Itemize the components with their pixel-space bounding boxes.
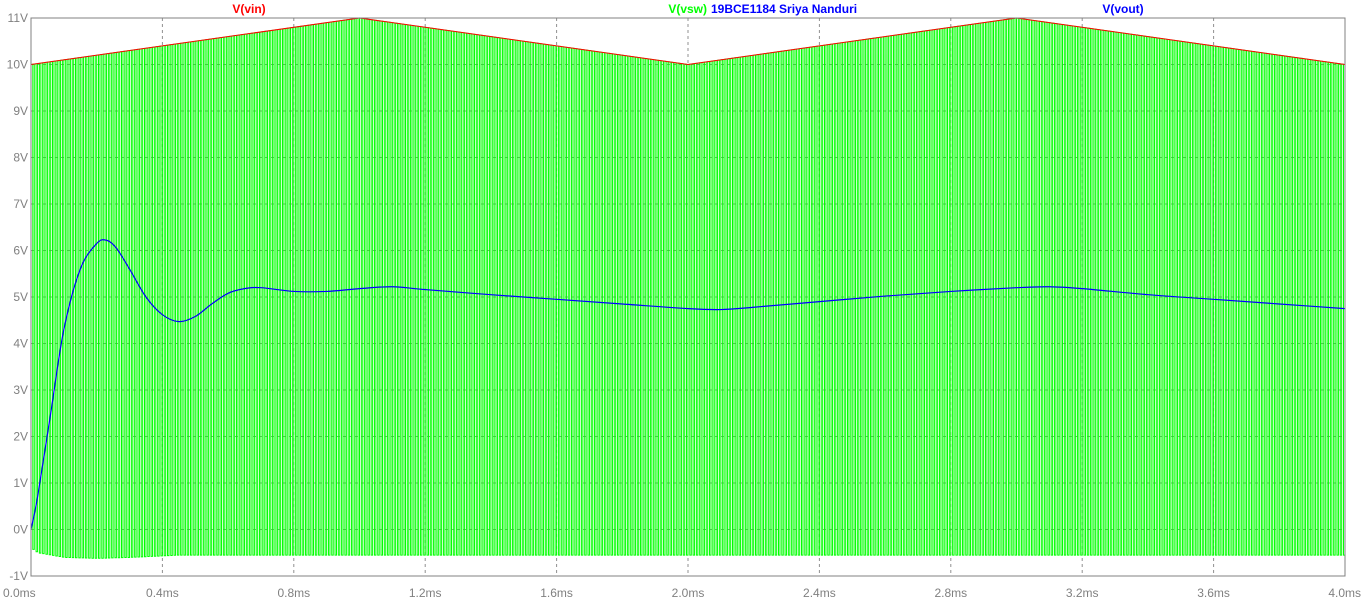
x-tick-label: 1.2ms [409, 586, 442, 600]
legend-vout[interactable]: V(vout) [1102, 2, 1143, 16]
y-tick-label: 11V [8, 11, 28, 25]
y-tick-label: 10V [7, 58, 28, 72]
y-tick-label: 8V [13, 151, 28, 165]
series-vsw-trace [30, 17, 1346, 559]
y-tick-label: -1V [9, 569, 28, 583]
series-vin-trace [30, 17, 1346, 66]
x-tick-label: 4.0ms [1328, 586, 1361, 600]
y-tick-label: 2V [13, 430, 28, 444]
y-tick-labels: -1V 0V 1V 2V 3V 4V 5V 6V 7V 8V 9V 10V 11V [7, 11, 28, 583]
y-tick-label: 7V [13, 197, 28, 211]
y-tick-label: 9V [13, 104, 28, 118]
chart-title: 19BCE1184 Sriya Nanduri [711, 2, 857, 16]
series-vsw [30, 17, 1346, 559]
series-vout [30, 239, 1346, 530]
series-vout-trace [30, 239, 1346, 530]
x-tick-label: 0.4ms [146, 586, 179, 600]
x-tick-label: 3.6ms [1197, 586, 1230, 600]
x-tick-label: 0.8ms [277, 586, 310, 600]
x-tick-label: 2.4ms [803, 586, 836, 600]
x-tick-label: 3.2ms [1066, 586, 1099, 600]
x-tick-label: 1.6ms [540, 586, 573, 600]
y-tick-label: 5V [13, 290, 28, 304]
series-vin [30, 17, 1346, 66]
legend-vin[interactable]: V(vin) [232, 2, 265, 16]
y-tick-label: 1V [13, 476, 28, 490]
plot-frame [30, 17, 1346, 577]
x-tick-label: 2.0ms [672, 586, 705, 600]
x-tick-labels: 0.0ms 0.4ms 0.8ms 1.2ms 1.6ms 2.0ms 2.4ms 2.8ms… [3, 586, 1361, 600]
legend-vsw[interactable]: V(vsw) [668, 2, 707, 16]
y-tick-label: 6V [13, 244, 28, 258]
x-tick-label: 2.8ms [934, 586, 967, 600]
y-tick-label: 0V [13, 523, 28, 537]
y-tick-label: 4V [13, 337, 28, 351]
legend: V(vin) V(vsw) 19BCE1184 Sriya Nanduri V(… [232, 2, 1143, 16]
y-tick-label: 3V [13, 383, 28, 397]
x-tick-label: 0.0ms [3, 586, 36, 600]
